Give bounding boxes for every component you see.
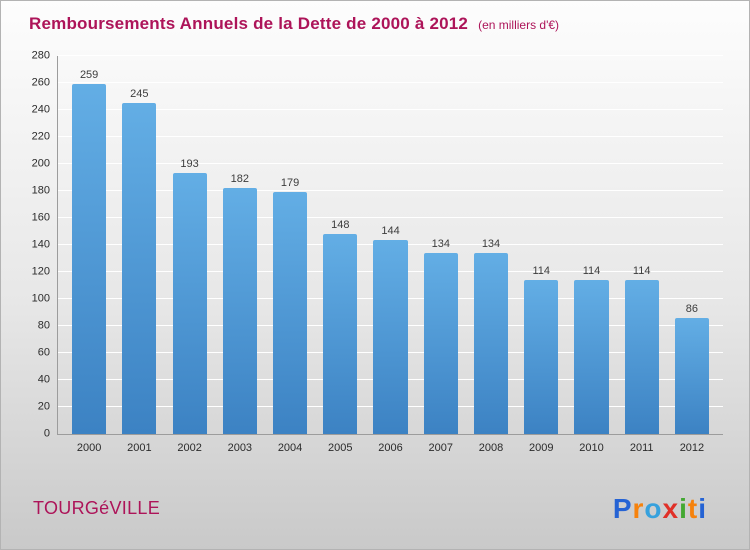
- bar-value-label: 144: [381, 225, 400, 237]
- chart-header: Remboursements Annuels de la Dette de 20…: [1, 1, 749, 34]
- bar: [423, 253, 458, 434]
- logo-letter: i: [698, 493, 707, 524]
- x-tick-label: 2005: [328, 442, 353, 454]
- bar: [674, 318, 709, 434]
- bar: [172, 173, 207, 434]
- bar-group: 86: [667, 56, 717, 434]
- page-title: Remboursements Annuels de la Dette de 20…: [29, 14, 469, 33]
- bar-value-label: 245: [130, 88, 149, 100]
- bar-value-label: 182: [230, 173, 249, 185]
- bar-group: 179: [265, 56, 315, 434]
- bar-group: 114: [566, 56, 616, 434]
- bar: [524, 280, 559, 434]
- bar-group: 245: [114, 56, 164, 434]
- y-tick-label: 260: [31, 76, 50, 89]
- bar-group: 259: [64, 56, 114, 434]
- bars-container: 259 245 193 182 179 148 144 134 134 114 114 114 86: [58, 56, 723, 434]
- bar-value-label: 86: [685, 303, 699, 315]
- bar: [122, 103, 157, 434]
- bar-value-label: 179: [280, 177, 300, 189]
- bar-group: 193: [164, 56, 214, 434]
- bar-chart: 0 20 40 60 80 100 120 140 160 180 200 220 240 260 280 …: [17, 50, 723, 454]
- y-tick-label: 140: [31, 238, 50, 251]
- bar: [373, 240, 408, 434]
- x-tick-label: 2008: [478, 442, 504, 454]
- proxiti-logo: Proxiti: [613, 495, 707, 523]
- gridline: [58, 217, 723, 218]
- logo-letter: o: [644, 493, 663, 524]
- gridline: [58, 136, 723, 137]
- bar-group: 134: [416, 56, 466, 434]
- bar: [574, 280, 609, 434]
- y-tick-label: 40: [37, 373, 50, 386]
- y-tick-label: 120: [31, 265, 50, 278]
- bar: [323, 234, 358, 434]
- x-axis: 2000 2001 2002 2003 2004 2005 2006 2007 2008 2009…: [58, 435, 723, 454]
- plot-row: 0 20 40 60 80 100 120 140 160 180 200 220 240 260 280 …: [17, 50, 723, 439]
- logo-letter: i: [679, 493, 688, 524]
- logo-letter: t: [687, 493, 699, 524]
- bar-value-label: 114: [582, 265, 601, 277]
- x-tick-label: 2012: [679, 442, 705, 454]
- bar-value-label: 259: [79, 69, 99, 81]
- x-tick-label: 2004: [277, 442, 303, 454]
- bar-value-label: 148: [331, 219, 350, 231]
- y-tick-label: 240: [31, 103, 50, 116]
- bar-group: 182: [215, 56, 265, 434]
- y-tick-label: 80: [37, 319, 50, 332]
- gridline: [58, 190, 723, 191]
- y-tick-label: 200: [31, 157, 50, 170]
- bar: [624, 280, 659, 434]
- page-subtitle: (en milliers d'€): [478, 18, 560, 32]
- y-tick-label: 20: [37, 400, 50, 413]
- bar: [222, 188, 257, 434]
- footer-location: TOURGéVILLE: [33, 498, 161, 518]
- bar-value-label: 114: [532, 265, 550, 277]
- x-tick-label: 2010: [579, 442, 604, 454]
- y-tick-label: 280: [31, 49, 50, 62]
- x-tick-label: 2007: [428, 442, 453, 454]
- y-tick-label: 60: [37, 346, 50, 359]
- x-tick-label: 2000: [76, 442, 102, 454]
- y-tick-label: 220: [31, 130, 50, 143]
- bar-value-label: 193: [180, 158, 199, 170]
- gridline: [58, 55, 723, 56]
- y-tick-label: 100: [31, 292, 50, 305]
- bar-value-label: 134: [431, 238, 450, 250]
- bar-group: 114: [516, 56, 566, 434]
- bar: [272, 192, 308, 434]
- gridline: [58, 82, 723, 83]
- y-tick-label: 180: [31, 184, 50, 197]
- x-tick-label: 2011: [629, 442, 654, 454]
- x-tick-label: 2001: [127, 442, 152, 454]
- y-axis: 0 20 40 60 80 100 120 140 160 180 200 220 240 260 280: [17, 50, 57, 439]
- plot-area: 259 245 193 182 179 148 144 134 134 114 114 114 86: [57, 55, 723, 435]
- bar-group: 148: [315, 56, 365, 434]
- bar: [72, 84, 107, 434]
- y-tick-label: 0: [43, 427, 50, 440]
- x-tick-label: 2003: [227, 442, 253, 454]
- gridline: [58, 109, 723, 110]
- bar-value-label: 114: [632, 265, 651, 277]
- bar: [473, 253, 509, 434]
- y-tick-label: 160: [31, 211, 50, 224]
- x-tick-label: 2006: [378, 442, 403, 454]
- bar-group: 114: [617, 56, 667, 434]
- bar-value-label: 134: [481, 238, 501, 250]
- x-tick-label: 2002: [177, 442, 202, 454]
- logo-letter: P: [612, 493, 633, 524]
- x-tick-label: 2009: [528, 442, 554, 454]
- logo-letter: x: [662, 493, 680, 524]
- logo-letter: r: [632, 493, 645, 524]
- gridline: [58, 163, 723, 164]
- bar-group: 144: [365, 56, 415, 434]
- bar-group: 134: [466, 56, 516, 434]
